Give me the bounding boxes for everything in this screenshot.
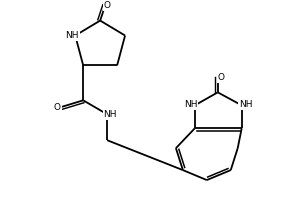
Text: O: O bbox=[103, 1, 111, 10]
Text: NH: NH bbox=[103, 110, 117, 119]
Text: NH: NH bbox=[184, 100, 198, 109]
Text: O: O bbox=[54, 103, 61, 112]
Text: O: O bbox=[217, 73, 224, 82]
Text: NH: NH bbox=[239, 100, 252, 109]
Text: NH: NH bbox=[65, 31, 79, 40]
